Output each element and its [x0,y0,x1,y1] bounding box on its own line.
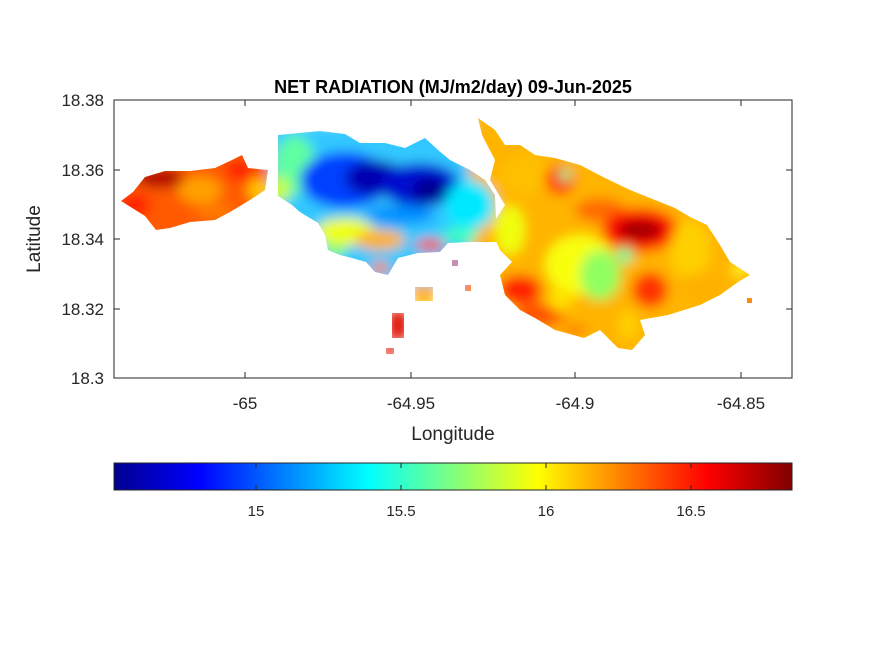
x-tick-label: -64.85 [717,394,765,413]
y-tick-label: 18.3 [71,369,104,388]
chart-title: NET RADIATION (MJ/m2/day) 09-Jun-2025 [274,77,632,97]
y-tick-label: 18.36 [61,161,104,180]
colorbar-tick-label: 15.5 [386,503,415,520]
x-tick-label: -64.9 [556,394,595,413]
y-tick-label: 18.32 [61,300,104,319]
colorbar-gradient [113,462,793,491]
y-axis-label: Latitude [24,205,45,273]
x-axis-label: Longitude [411,424,494,445]
x-tick-label: -65 [233,394,258,413]
y-axis: 18.38 18.36 18.34 18.32 18.3 Latitude [24,91,792,388]
colorbar-tick-label: 15 [248,503,265,520]
colorbar-tick-label: 16.5 [676,503,705,520]
x-axis: -65 -64.95 -64.9 -64.85 Longitude [233,100,765,445]
y-tick-label: 18.34 [61,230,104,249]
x-tick-label: -64.95 [387,394,435,413]
y-tick-label: 18.38 [61,91,104,110]
colorbar-tick-label: 16 [538,503,555,520]
colorbar: 15 15.5 16 16.5 [113,462,793,520]
